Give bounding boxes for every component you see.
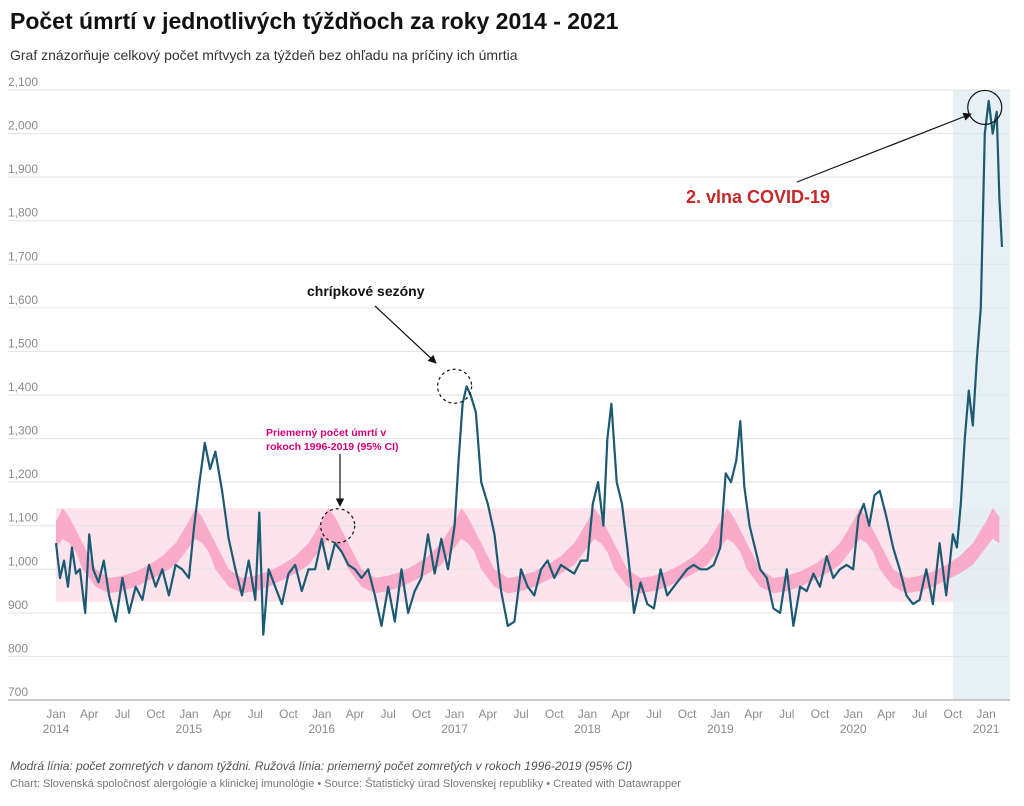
x-tick-label: Apr (877, 707, 896, 721)
y-tick-labels: 700 800 900 1,000 1,100 1,200 1,300 1,400 1,500 1… (8, 75, 38, 699)
x-tick-label: Jan (46, 707, 65, 721)
flu-season-annotation: chrípkové sezóny (307, 283, 425, 299)
y-tick-label: 900 (8, 598, 28, 612)
x-tick-label: Oct (146, 707, 165, 721)
x-tick-label: Jul (381, 707, 396, 721)
x-tick-label: Apr (80, 707, 99, 721)
x-tick-label: Oct (944, 707, 963, 721)
x-tick-label: Jul (912, 707, 927, 721)
x-tick-year: 2020 (840, 722, 867, 736)
avg-label-line2: rokoch 1996-2019 (95% CI) (266, 441, 398, 453)
x-tick-label: Jan (312, 707, 331, 721)
x-tick-label: Jan (711, 707, 730, 721)
x-tick-label: Jan (976, 707, 995, 721)
weekly-deaths-line (54, 99, 1004, 636)
y-tick-label: 1,400 (8, 380, 38, 394)
footer-note: Modrá línia: počet zomretých v danom týž… (10, 759, 633, 773)
x-tick-label: Apr (478, 707, 497, 721)
covid-arrow (796, 112, 972, 183)
x-tick-label: Oct (678, 707, 697, 721)
x-tick-year: 2016 (308, 722, 335, 736)
x-tick-year: 2017 (441, 722, 468, 736)
x-tick-year: 2021 (973, 722, 1000, 736)
y-tick-label: 1,100 (8, 511, 38, 525)
page-subtitle: Graf znázorňuje celkový počet mŕtvych za… (10, 47, 518, 63)
x-tick-label: Apr (611, 707, 630, 721)
x-tick-label: Oct (412, 707, 431, 721)
x-tick-label: Jan (445, 707, 464, 721)
x-tick-label: Oct (811, 707, 830, 721)
footer-credit: Chart: Slovenská spoločnosť alergológie … (10, 778, 681, 790)
highlight-circle (437, 368, 473, 404)
x-tick-label: Jan (179, 707, 198, 721)
highlight-circle (320, 508, 356, 544)
covid-wave-annotation: 2. vlna COVID-19 (686, 187, 830, 207)
y-tick-label: 1,300 (8, 424, 38, 438)
y-tick-label: 1,000 (8, 554, 38, 568)
y-tick-label: 800 (8, 641, 28, 655)
y-tick-label: 700 (8, 685, 28, 699)
x-tick-label: Jul (513, 707, 528, 721)
avg-label-line1: Priemerný počet úmrtí v (266, 427, 386, 439)
y-tick-label: 1,600 (8, 293, 38, 307)
x-tick-label: Apr (346, 707, 365, 721)
y-tick-label: 1,900 (8, 162, 38, 176)
y-tick-label: 1,500 (8, 336, 38, 350)
y-tick-label: 2,000 (8, 119, 38, 133)
x-tick-label: Jan (578, 707, 597, 721)
x-tick-label: Apr (213, 707, 232, 721)
flu-arrow (374, 305, 437, 364)
x-tick-label: Jul (779, 707, 794, 721)
y-tick-label: 1,200 (8, 467, 38, 481)
highlight-circles (320, 89, 1003, 544)
x-tick-label: Oct (545, 707, 564, 721)
x-tick-label: Oct (279, 707, 298, 721)
x-tick-label: Jul (646, 707, 661, 721)
x-tick-year: 2019 (707, 722, 734, 736)
x-tick-year: 2018 (574, 722, 601, 736)
x-tick-label: Apr (744, 707, 763, 721)
y-tick-label: 1,700 (8, 249, 38, 263)
y-gridlines (8, 89, 1010, 701)
x-tick-label: Jul (248, 707, 263, 721)
highlight-circle (967, 89, 1003, 126)
page-title: Počet úmrtí v jednotlivých týždňoch za r… (10, 8, 619, 34)
x-tick-label: Jan (844, 707, 863, 721)
x-tick-year: 2015 (176, 722, 203, 736)
x-tick-label: Jul (115, 707, 130, 721)
y-tick-label: 1,800 (8, 206, 38, 220)
y-tick-label: 2,100 (8, 75, 38, 89)
x-tick-year: 2014 (43, 722, 70, 736)
